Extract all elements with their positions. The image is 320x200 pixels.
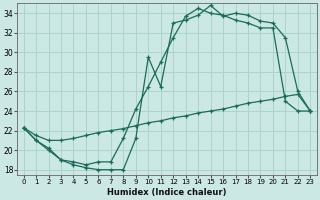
X-axis label: Humidex (Indice chaleur): Humidex (Indice chaleur) bbox=[107, 188, 227, 197]
